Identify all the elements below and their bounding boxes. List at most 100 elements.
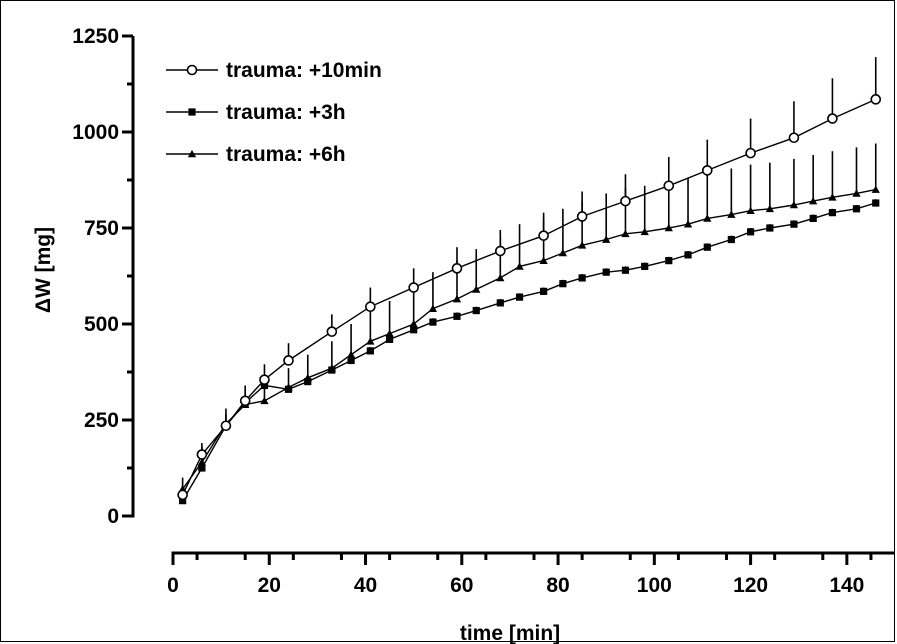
data-point [703, 214, 712, 222]
data-point [664, 223, 673, 232]
data-point [621, 266, 630, 274]
y-tick-label: 1250 [72, 25, 119, 48]
data-point [260, 396, 269, 405]
data-point [451, 263, 463, 274]
data-point [602, 235, 611, 243]
data-point [283, 355, 294, 366]
data-point [198, 464, 206, 472]
data-point [809, 196, 818, 205]
series-layer [177, 57, 882, 505]
x-tick-label: 60 [450, 574, 473, 597]
y-axis-title: ΔW [mg] [32, 227, 55, 313]
data-point [187, 149, 197, 158]
data-point [727, 235, 735, 244]
data-point [186, 64, 198, 76]
legend-label: trauma: +10min [226, 59, 382, 82]
x-axis-title: time [min] [460, 622, 560, 644]
data-point [326, 326, 338, 337]
data-point [303, 373, 312, 382]
series-2 [179, 199, 880, 505]
x-tick-label: 120 [733, 574, 768, 597]
data-point [177, 489, 188, 501]
data-point [620, 195, 631, 207]
data-point [284, 383, 293, 391]
data-point [683, 220, 693, 228]
data-point [515, 262, 524, 270]
data-point [871, 185, 880, 193]
data-point [196, 449, 208, 460]
data-point [665, 257, 673, 265]
data-point [727, 210, 736, 218]
data-point [453, 312, 461, 320]
data-point [429, 318, 437, 326]
x-tick-label: 100 [637, 574, 672, 597]
data-point [259, 374, 270, 385]
data-point [745, 147, 756, 159]
data-point [410, 326, 418, 334]
x-tick-label: 40 [354, 574, 377, 597]
data-point [428, 304, 438, 312]
data-point [703, 243, 711, 251]
data-point [366, 337, 375, 345]
y-tick-label: 500 [84, 313, 119, 336]
series-line [182, 188, 876, 490]
y-axis: 0 250 500 750 1000 1250 [72, 25, 135, 528]
x-axis: 0 20 40 60 80 100 120 140 [167, 551, 895, 597]
data-point [327, 364, 336, 372]
data-point [559, 280, 567, 288]
data-point [827, 113, 838, 124]
data-point [346, 350, 356, 359]
data-point [239, 395, 251, 407]
legend-entry: trauma: +10min [166, 59, 382, 82]
x-tick-label: 0 [167, 574, 179, 597]
data-point [347, 356, 355, 365]
data-point [386, 335, 394, 343]
y-tick-label: 1000 [72, 121, 119, 144]
series-3 [178, 143, 880, 493]
data-point [765, 204, 774, 213]
data-point [576, 211, 588, 222]
legend: trauma: +10min trauma: +3h trauma: +6h [166, 59, 382, 166]
data-point [640, 227, 649, 236]
data-point [365, 301, 376, 313]
data-point [304, 378, 312, 386]
series-1 [177, 57, 882, 501]
data-point [828, 209, 837, 217]
data-point [852, 189, 861, 197]
data-point [540, 287, 548, 295]
y-tick-label: 750 [84, 217, 119, 240]
data-point [472, 306, 480, 315]
data-point [852, 205, 861, 213]
legend-label: trauma: +3h [226, 101, 346, 124]
series-line [181, 202, 876, 501]
data-point [408, 282, 419, 293]
data-point [539, 256, 548, 264]
y-tick-label: 0 [107, 505, 119, 528]
data-point [872, 199, 880, 207]
data-point [220, 420, 232, 432]
data-point [496, 299, 504, 307]
y-tick-label: 250 [84, 409, 119, 432]
data-point [577, 241, 587, 249]
data-point [747, 228, 755, 236]
data-point [788, 132, 800, 144]
data-point [809, 214, 817, 222]
data-point [558, 248, 568, 257]
legend-entry: trauma: +6h [166, 143, 346, 166]
data-point [409, 319, 418, 328]
data-point [197, 458, 207, 466]
data-point [684, 251, 692, 259]
legend-entry: trauma: +3h [166, 101, 346, 124]
data-point [472, 285, 481, 293]
data-point [188, 108, 196, 116]
x-tick-label: 20 [258, 574, 281, 597]
data-point [496, 273, 505, 282]
data-point [578, 274, 586, 282]
data-point [602, 268, 610, 276]
data-point [366, 347, 374, 355]
data-point [385, 329, 394, 337]
data-point [515, 293, 524, 301]
data-point [495, 245, 506, 257]
data-point [789, 200, 799, 209]
